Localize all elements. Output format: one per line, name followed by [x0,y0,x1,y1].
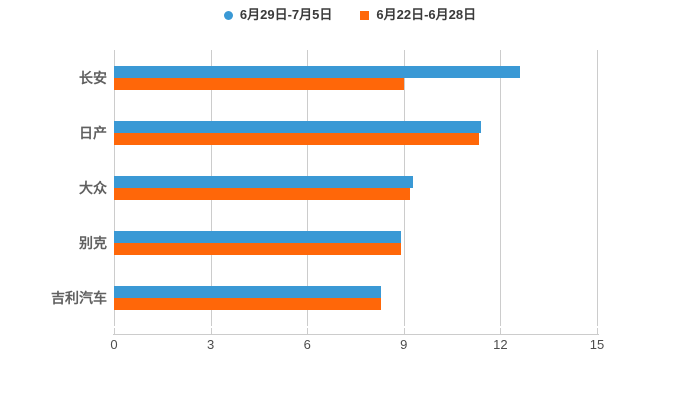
bar-series2-category3 [114,188,411,200]
x-axis-label-3: 3 [206,337,215,352]
gridline-x-15 [597,50,598,326]
y-axis-category-label-4: 别克 [79,235,107,252]
legend-item-week-jun29-jul5[interactable]: 6月29日-7月5日 [223,6,333,24]
y-axis-category-label-2: 日产 [79,124,107,141]
legend-square-marker-icon [360,10,370,20]
x-axis-label-9: 9 [400,337,408,352]
legend-label-week-jun22-jun28: 6月22日-6月28日 [376,7,477,22]
legend-label-week-jun29-jul5: 6月29日-7月5日 [239,7,333,22]
bar-series1-category4 [114,231,401,244]
bar-series2-category2 [114,132,480,145]
x-axis-tick-0 [114,328,115,334]
chart-legend: 6月29日-7月5日 6月22日-6月28日 [0,6,700,24]
gridline-x-12 [500,50,502,326]
y-axis-category-label-5: 吉利汽车 [51,290,107,307]
y-axis-category-label-1: 长安 [79,69,107,86]
x-axis-label-12: 12 [493,337,508,352]
y-axis-category-label-3: 大众 [79,180,107,196]
x-axis-tick-12 [500,328,502,334]
bar-series1-category2 [114,120,482,133]
x-axis-tick-9 [403,328,405,334]
bar-series2-category1 [114,77,404,90]
x-axis-tick-3 [210,328,212,334]
x-axis-tick-6 [307,328,309,334]
bar-series2-category5 [114,298,382,311]
legend-circle-marker-icon [223,10,233,20]
bar-series2-category4 [114,243,401,256]
x-axis-tick-15 [597,328,598,334]
x-axis-label-15: 15 [589,337,605,352]
bar-series1-category5 [114,286,382,299]
bar-series1-category3 [114,176,414,188]
x-axis-label-6: 6 [303,337,311,352]
plot-area [114,50,598,326]
x-axis-label-0: 0 [110,337,118,352]
legend-item-week-jun22-jun28[interactable]: 6月22日-6月28日 [360,6,476,24]
x-axis-line [113,334,599,335]
bar-series1-category1 [114,65,520,78]
